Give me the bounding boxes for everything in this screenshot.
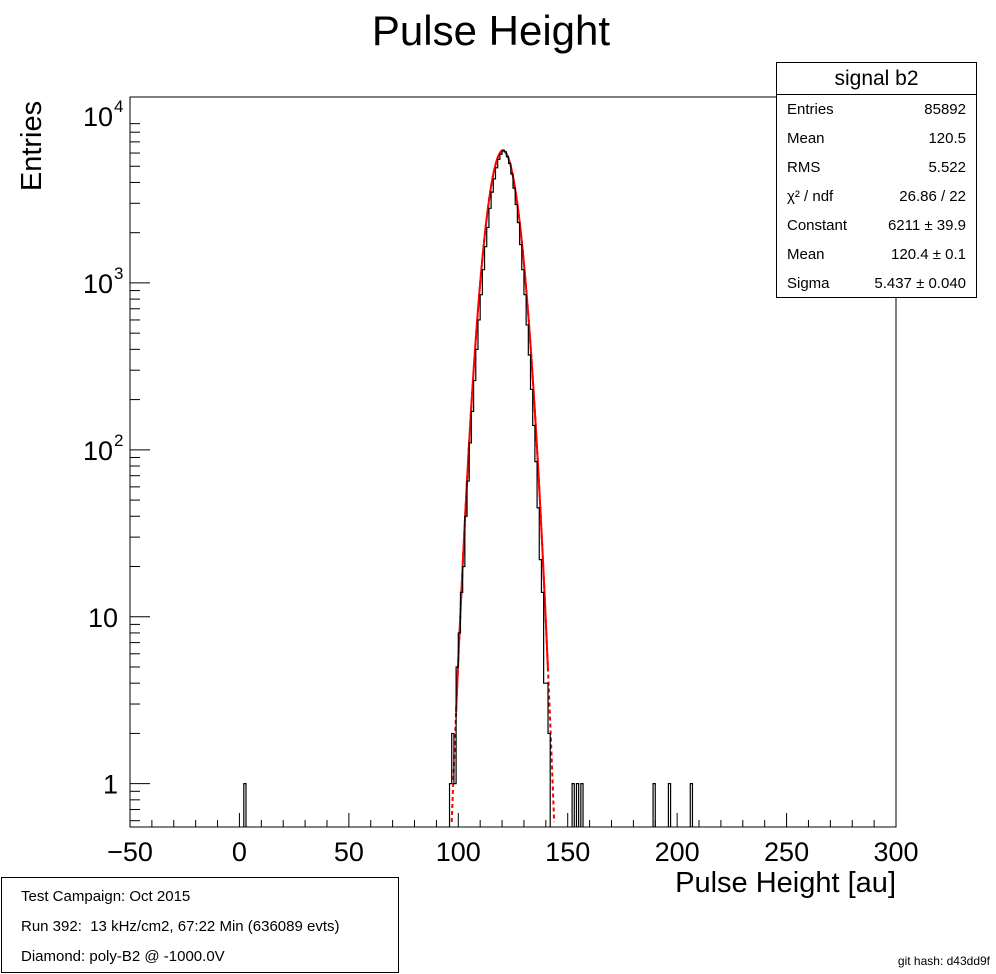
x-tick-label: 200 bbox=[655, 837, 700, 867]
x-tick-label: 100 bbox=[436, 837, 481, 867]
stats-value: 120.4 ± 0.1 bbox=[891, 246, 966, 263]
stats-label: RMS bbox=[787, 159, 821, 176]
stats-label: Mean bbox=[787, 246, 825, 263]
stats-row: χ² / ndf 26.86 / 22 bbox=[777, 182, 976, 211]
stats-row: Mean 120.5 bbox=[777, 124, 976, 153]
stats-title: signal b2 bbox=[777, 63, 976, 95]
stats-row: Constant 6211 ± 39.9 bbox=[777, 211, 976, 240]
stats-row: Mean 120.4 ± 0.1 bbox=[777, 240, 976, 269]
y-tick-exponent: 2 bbox=[114, 431, 123, 450]
stats-box: signal b2 Entries 85892 Mean 120.5 RMS 5.522 χ… bbox=[776, 62, 977, 298]
y-tick-label: 10 bbox=[83, 269, 113, 299]
x-axis-title: Pulse Height [au] bbox=[675, 867, 896, 899]
y-tick-exponent: 4 bbox=[114, 97, 123, 116]
run-info-text: Run 392: 13 kHz/cm2, 67:22 Min (636089 e… bbox=[21, 918, 340, 935]
x-tick-label: 150 bbox=[545, 837, 590, 867]
x-tick-labels: −50 0 50 100 150 200 250 300 bbox=[107, 837, 918, 867]
x-tick-label: −50 bbox=[107, 837, 153, 867]
plot-frame bbox=[129, 96, 897, 828]
stats-value: 26.86 / 22 bbox=[899, 188, 966, 205]
stats-label: Constant bbox=[787, 217, 848, 234]
y-tick-exponent: 3 bbox=[114, 264, 123, 283]
stats-value: 85892 bbox=[924, 101, 966, 118]
stats-value: 5.522 bbox=[928, 159, 966, 176]
axis-ticks bbox=[129, 123, 897, 827]
stats-value: 6211 ± 39.9 bbox=[887, 217, 966, 234]
y-tick-label: 10 bbox=[83, 436, 113, 466]
stats-label: χ² / ndf bbox=[787, 188, 834, 205]
x-tick-label: 50 bbox=[334, 837, 364, 867]
chart-title: Pulse Height bbox=[372, 7, 610, 54]
y-tick-label: 10 bbox=[83, 102, 113, 132]
git-hash: git hash: d43dd9f bbox=[897, 954, 990, 968]
stats-label: Entries bbox=[787, 101, 834, 118]
test-campaign-text: Test Campaign: Oct 2015 bbox=[21, 888, 191, 905]
diamond-info-text: Diamond: poly-B2 @ -1000.0V bbox=[21, 948, 225, 965]
stats-row: Sigma 5.437 ± 0.040 bbox=[777, 269, 976, 298]
x-tick-label: 0 bbox=[232, 837, 247, 867]
stats-label: Sigma bbox=[787, 275, 830, 292]
info-box: Test Campaign: Oct 2015 Run 392: 13 kHz/… bbox=[1, 877, 399, 973]
histogram-outline bbox=[243, 149, 694, 827]
stats-row: RMS 5.522 bbox=[777, 153, 976, 182]
y-tick-label: 1 bbox=[103, 770, 118, 800]
fit-curve bbox=[455, 149, 550, 713]
stats-label: Mean bbox=[787, 130, 825, 147]
stats-row: Entries 85892 bbox=[777, 95, 976, 124]
stats-rows: Entries 85892 Mean 120.5 RMS 5.522 χ² / ndf 26.… bbox=[777, 95, 976, 298]
y-tick-label: 10 bbox=[88, 603, 118, 633]
histogram bbox=[243, 149, 694, 827]
x-tick-label: 250 bbox=[764, 837, 809, 867]
stats-value: 120.5 bbox=[928, 130, 966, 147]
stats-value: 5.437 ± 0.040 bbox=[874, 275, 966, 292]
x-tick-label: 300 bbox=[873, 837, 918, 867]
y-axis-title: Entries bbox=[16, 101, 48, 191]
